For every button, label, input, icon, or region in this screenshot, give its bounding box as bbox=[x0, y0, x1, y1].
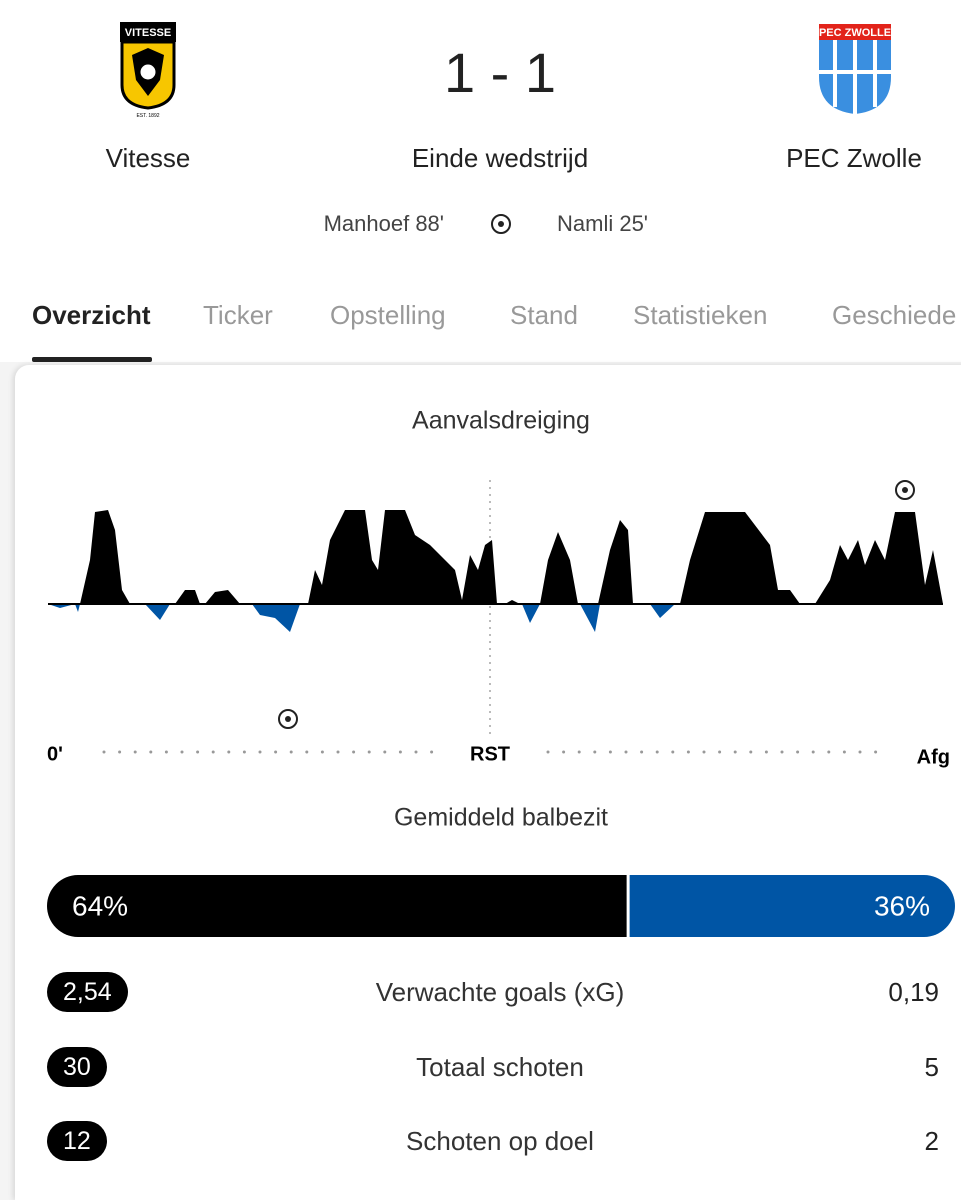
home-stat: 12 bbox=[47, 1121, 107, 1161]
home-momentum bbox=[80, 510, 943, 604]
away-possession bbox=[629, 875, 955, 937]
away-logo: PEC ZWOLLE bbox=[819, 24, 891, 114]
chart-title: Aanvalsdreiging bbox=[412, 407, 590, 435]
tab[interactable]: Opstelling bbox=[330, 300, 446, 330]
axis-label: 0' bbox=[47, 743, 63, 765]
goal-icon bbox=[895, 480, 915, 500]
home-stat: 30 bbox=[47, 1046, 107, 1087]
logo-sub: EST. 1892 bbox=[136, 113, 159, 119]
tab[interactable]: Geschiede bbox=[832, 300, 957, 330]
stat-label: Verwachte goals (xG) bbox=[375, 977, 625, 1007]
goal-icon bbox=[278, 709, 298, 729]
home-logo: VITESSE EST. 1892 bbox=[120, 22, 176, 119]
status: Einde wedstrijd bbox=[411, 143, 589, 173]
away-stat: 0,19 bbox=[888, 977, 939, 1007]
possession-title: Gemiddeld balbezit bbox=[394, 804, 608, 832]
overview-card bbox=[15, 365, 961, 1200]
tab[interactable]: Stand bbox=[510, 300, 578, 330]
axis-label: RST bbox=[470, 743, 510, 765]
away-stat: 2 bbox=[924, 1126, 939, 1156]
possession-label: 64% bbox=[72, 890, 128, 921]
ball-icon bbox=[491, 214, 511, 234]
logo-text: VITESSE bbox=[125, 27, 171, 39]
score: 1 - 1 bbox=[443, 41, 557, 104]
away-scorer: Namli 25' bbox=[557, 211, 649, 236]
away-stat: 5 bbox=[924, 1051, 939, 1082]
stat-label: Schoten op doel bbox=[406, 1126, 594, 1156]
possession-bar bbox=[47, 875, 955, 937]
stat-label: Totaal schoten bbox=[416, 1051, 584, 1082]
possession-label: 36% bbox=[874, 890, 930, 921]
logo-text: PEC ZWOLLE bbox=[819, 27, 891, 39]
tab-indicator bbox=[32, 357, 152, 362]
match-header: VITESSE EST. 1892 Vitesse 1 - 1 Einde we… bbox=[0, 0, 961, 362]
tab[interactable]: Overzicht bbox=[32, 300, 151, 330]
tab[interactable]: Statistieken bbox=[633, 300, 768, 330]
home-team: Vitesse bbox=[105, 143, 191, 173]
axis-label: Afg bbox=[917, 746, 950, 768]
away-momentum bbox=[48, 604, 675, 632]
home-possession bbox=[47, 875, 627, 937]
home-scorer: Manhoef 88' bbox=[323, 211, 444, 236]
home-stat: 2,54 bbox=[47, 972, 128, 1012]
tab[interactable]: Ticker bbox=[203, 300, 273, 330]
away-team: PEC Zwolle bbox=[786, 143, 922, 173]
